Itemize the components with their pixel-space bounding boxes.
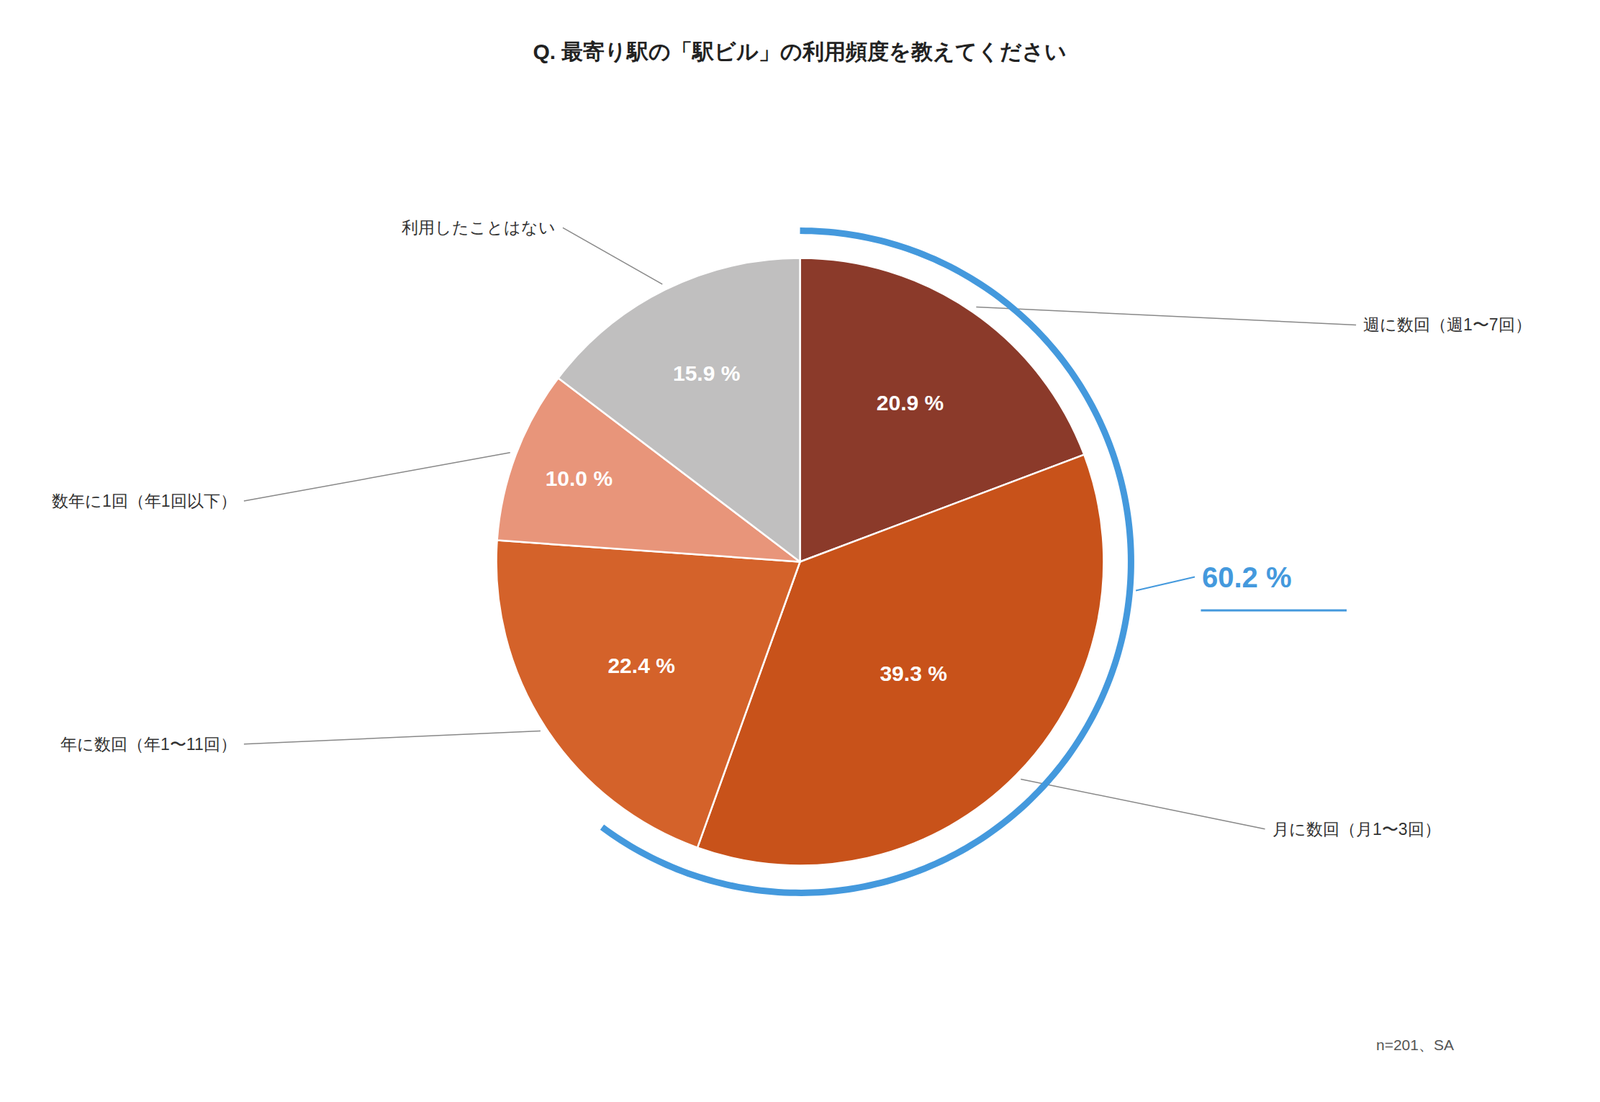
svg-text:年に数回（年1〜11回）: 年に数回（年1〜11回） <box>60 734 237 754</box>
svg-text:利用したことはない: 利用したことはない <box>401 218 556 237</box>
svg-text:39.3 %: 39.3 % <box>879 661 947 686</box>
svg-text:n=201、SA: n=201、SA <box>1376 1036 1454 1053</box>
svg-text:22.4 %: 22.4 % <box>607 653 675 678</box>
svg-text:週に数回（週1〜7回）: 週に数回（週1〜7回） <box>1363 315 1532 334</box>
svg-text:数年に1回（年1回以下）: 数年に1回（年1回以下） <box>51 491 237 511</box>
svg-text:15.9 %: 15.9 % <box>672 361 740 386</box>
svg-text:10.0 %: 10.0 % <box>545 466 613 491</box>
svg-text:60.2 %: 60.2 % <box>1201 561 1292 594</box>
svg-text:月に数回（月1〜3回）: 月に数回（月1〜3回） <box>1272 819 1441 839</box>
svg-text:Q. 最寄り駅の「駅ビル」の利用頻度を教えてください: Q. 最寄り駅の「駅ビル」の利用頻度を教えてください <box>532 39 1067 64</box>
svg-text:20.9 %: 20.9 % <box>876 390 944 415</box>
